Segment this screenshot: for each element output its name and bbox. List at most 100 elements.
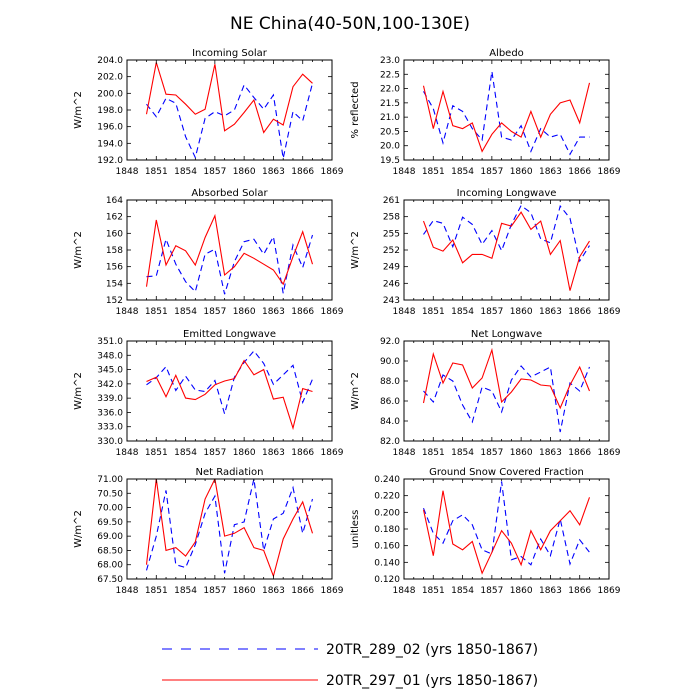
y-tick-label: 67.50 <box>97 575 123 585</box>
x-tick-label: 1851 <box>145 307 168 317</box>
x-tick-label: 1869 <box>321 586 344 596</box>
x-tick-label: 1860 <box>233 586 256 596</box>
x-tick-label: 1851 <box>422 167 445 177</box>
y-tick-label: 258 <box>383 213 400 223</box>
x-tick-label: 1854 <box>174 448 197 458</box>
y-tick-label: 339.0 <box>97 394 123 404</box>
y-tick-label: 88.0 <box>380 377 400 387</box>
plot-frame <box>403 340 610 442</box>
y-tick-label: 255 <box>383 229 400 239</box>
y-tick-label: 198.0 <box>97 106 123 116</box>
x-tick-label: 1866 <box>291 586 314 596</box>
x-tick-label: 1869 <box>598 167 621 177</box>
y-tick-label: 21.5 <box>380 99 400 109</box>
y-tick-label: 0.140 <box>374 558 400 568</box>
y-tick-label: 158 <box>106 246 123 256</box>
y-tick-label: 164 <box>106 196 123 206</box>
x-tick-label: 1860 <box>510 586 533 596</box>
y-tick-label: 348.0 <box>97 351 123 361</box>
series-line <box>423 365 591 433</box>
y-tick-label: 0.120 <box>374 575 400 585</box>
x-tick-label: 1863 <box>262 586 285 596</box>
plot-frame <box>126 199 333 301</box>
x-tick-label: 1857 <box>480 448 503 458</box>
series-line <box>422 211 590 291</box>
y-axis-label: % reflected <box>350 81 361 138</box>
y-tick-label: 330.0 <box>97 437 123 447</box>
x-tick-label: 1869 <box>598 448 621 458</box>
y-tick-label: 261 <box>383 196 400 206</box>
chart-panel: Incoming Longwave W/m^2 1848 1851 1854 1857 18… <box>350 188 621 317</box>
chart-panel: Ground Snow Covered Fraction unitless 1848… <box>350 467 621 596</box>
panel-title: Ground Snow Covered Fraction <box>429 467 584 478</box>
y-tick-label: 243 <box>383 296 400 306</box>
x-tick-label: 1848 <box>393 586 416 596</box>
y-tick-label: 82.0 <box>380 437 400 447</box>
panel-title: Incoming Longwave <box>457 188 557 199</box>
x-tick-label: 1863 <box>539 448 562 458</box>
x-tick-label: 1854 <box>451 307 474 317</box>
panel-title: Emitted Longwave <box>183 329 276 340</box>
y-tick-label: 69.00 <box>97 532 123 542</box>
x-tick-label: 1851 <box>422 448 445 458</box>
y-tick-label: 162 <box>106 213 123 223</box>
y-tick-label: 252 <box>383 246 400 256</box>
series-line <box>146 350 314 416</box>
y-tick-label: 194.0 <box>97 139 123 149</box>
x-tick-label: 1848 <box>393 167 416 177</box>
y-tick-label: 0.200 <box>374 508 400 518</box>
y-axis-label: W/m^2 <box>73 372 84 410</box>
y-tick-label: 0.240 <box>374 475 400 485</box>
plot-frame <box>126 340 333 442</box>
y-tick-label: 249 <box>383 263 400 273</box>
panel-title: Albedo <box>489 48 524 59</box>
chart-panel: Absorbed Solar W/m^2 1848 1851 1854 1857 1860 1… <box>73 188 344 317</box>
x-tick-label: 1863 <box>539 586 562 596</box>
series-line <box>145 62 313 134</box>
x-tick-label: 1863 <box>262 448 285 458</box>
y-tick-label: 351.0 <box>97 337 123 347</box>
y-tick-label: 0.160 <box>374 542 400 552</box>
y-tick-label: 200.0 <box>97 89 123 99</box>
x-tick-label: 1857 <box>480 586 503 596</box>
series-line <box>422 347 591 410</box>
series-line <box>146 359 313 431</box>
series-line <box>422 490 591 575</box>
x-tick-label: 1857 <box>480 167 503 177</box>
x-tick-label: 1860 <box>233 307 256 317</box>
y-axis-label: W/m^2 <box>73 510 84 548</box>
chart-panel: Emitted Longwave W/m^2 1848 1851 1854 1857 186… <box>73 329 344 458</box>
series-line <box>423 204 590 263</box>
y-tick-label: 345.0 <box>97 366 123 376</box>
x-tick-label: 1848 <box>116 586 139 596</box>
x-tick-label: 1854 <box>451 448 474 458</box>
y-tick-label: 68.50 <box>97 546 123 556</box>
x-tick-label: 1866 <box>291 307 314 317</box>
y-tick-label: 154 <box>106 279 123 289</box>
plot-frame <box>126 478 333 580</box>
x-tick-label: 1854 <box>174 586 197 596</box>
x-tick-label: 1857 <box>203 586 226 596</box>
x-tick-label: 1869 <box>321 448 344 458</box>
x-tick-label: 1869 <box>598 586 621 596</box>
series-line <box>146 234 314 295</box>
series-line <box>423 71 590 156</box>
x-tick-label: 1863 <box>539 167 562 177</box>
x-tick-label: 1851 <box>422 586 445 596</box>
x-tick-label: 1866 <box>291 167 314 177</box>
y-tick-label: 84.0 <box>380 417 400 427</box>
y-axis-label: W/m^2 <box>73 91 84 129</box>
series-line <box>145 213 314 287</box>
y-tick-label: 70.50 <box>97 489 123 499</box>
series-line <box>146 83 314 160</box>
y-tick-label: 202.0 <box>97 73 123 83</box>
x-tick-label: 1848 <box>116 307 139 317</box>
panels: Incoming Solar W/m^2 1848 1851 1854 1857 1860 1… <box>73 48 621 596</box>
y-tick-label: 20.0 <box>380 142 400 152</box>
y-tick-label: 336.0 <box>97 408 123 418</box>
y-tick-label: 23.0 <box>380 56 400 66</box>
plot-frame <box>403 199 610 301</box>
y-tick-label: 92.0 <box>380 337 400 347</box>
y-tick-label: 70.00 <box>97 504 123 514</box>
